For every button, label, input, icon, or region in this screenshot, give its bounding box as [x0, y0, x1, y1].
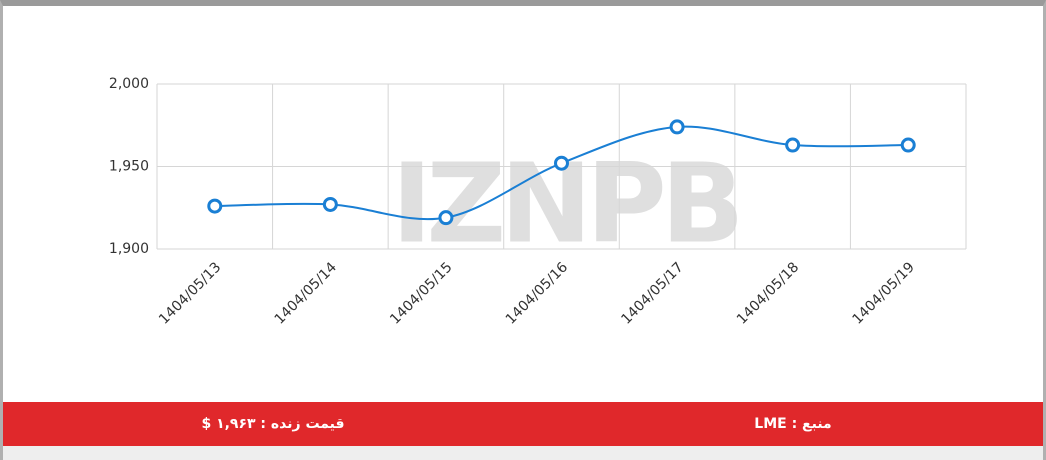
point: [669, 119, 685, 135]
live-price: قیمت زنده : ۱,۹۶۳ $: [201, 416, 345, 432]
point: [438, 210, 454, 226]
y-tick-label: 1,900: [109, 241, 149, 257]
point: [322, 196, 338, 212]
x-tick-label: 1404/05/15: [387, 259, 455, 327]
x-tick-label: 1404/05/18: [734, 259, 802, 327]
source: منبع : LME: [754, 416, 832, 432]
y-tick-label: 1,950: [109, 159, 149, 175]
point: [207, 198, 223, 214]
y-tick-label: 2,000: [109, 76, 149, 92]
point: [785, 137, 801, 153]
x-tick-label: 1404/05/16: [503, 259, 571, 327]
footer-bar: قیمت زنده : ۱,۹۶۳ $ منبع : LME: [3, 402, 1043, 446]
bottom-strip: [3, 446, 1043, 460]
x-tick-label: 1404/05/14: [272, 259, 340, 327]
point: [554, 155, 569, 171]
x-tick-label: 1404/05/17: [618, 259, 686, 327]
x-tick-label: 1404/05/19: [849, 259, 917, 327]
point: [900, 137, 916, 153]
x-tick-label: 1404/05/13: [156, 259, 224, 327]
